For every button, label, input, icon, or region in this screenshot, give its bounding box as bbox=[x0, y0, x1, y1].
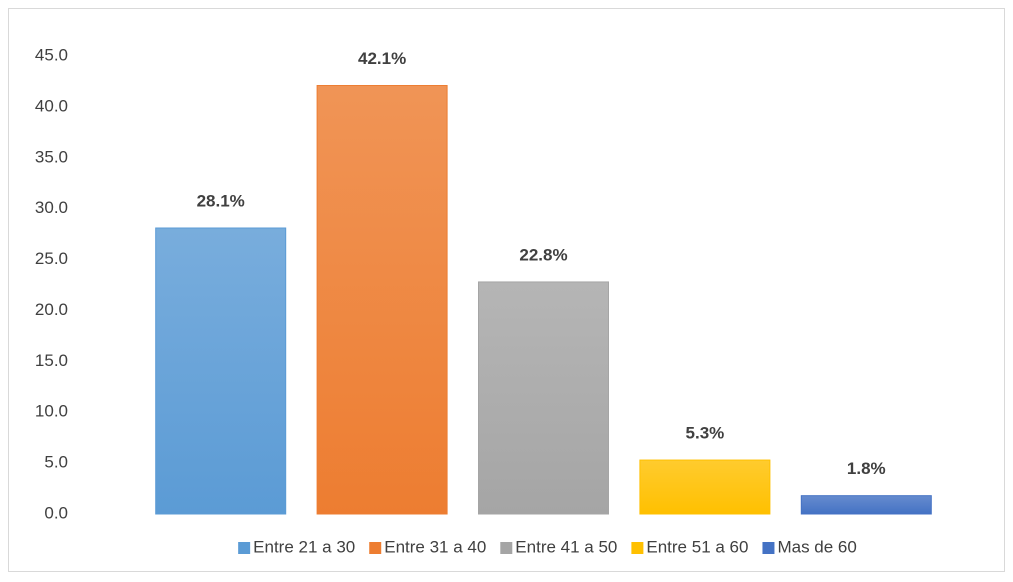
legend-label: Entre 51 a 60 bbox=[646, 537, 748, 556]
bar bbox=[155, 227, 287, 515]
y-tick-label: 0.0 bbox=[44, 503, 68, 522]
y-tick-label: 45.0 bbox=[35, 45, 68, 64]
bar bbox=[316, 85, 448, 515]
legend-label: Entre 21 a 30 bbox=[253, 537, 355, 556]
bar bbox=[478, 281, 609, 515]
legend-label: Entre 41 a 50 bbox=[515, 537, 617, 556]
y-tick-label: 20.0 bbox=[35, 300, 68, 319]
legend-item: Entre 51 a 60 bbox=[631, 537, 748, 556]
legend-swatch bbox=[238, 542, 251, 554]
legend-item: Entre 21 a 30 bbox=[238, 537, 355, 556]
legend-label: Entre 31 a 40 bbox=[384, 537, 486, 556]
y-tick-label: 40.0 bbox=[35, 96, 68, 115]
y-tick-label: 10.0 bbox=[35, 402, 68, 421]
legend-item: Entre 41 a 50 bbox=[500, 537, 617, 556]
y-tick-label: 25.0 bbox=[35, 249, 68, 268]
bar bbox=[800, 495, 932, 515]
legend-item: Mas de 60 bbox=[762, 537, 857, 556]
value-label: 42.1% bbox=[358, 49, 406, 68]
legend-swatch bbox=[631, 542, 644, 554]
y-tick-label: 30.0 bbox=[35, 198, 68, 217]
legend-label: Mas de 60 bbox=[777, 537, 856, 556]
legend-swatch bbox=[500, 542, 513, 554]
legend-item: Entre 31 a 40 bbox=[369, 537, 486, 556]
value-label: 1.8% bbox=[847, 459, 886, 478]
y-tick-label: 35.0 bbox=[35, 147, 68, 166]
legend-swatch bbox=[762, 542, 775, 554]
value-label: 5.3% bbox=[686, 424, 725, 443]
y-tick-label: 5.0 bbox=[44, 453, 68, 472]
value-label: 22.8% bbox=[519, 245, 567, 264]
bar bbox=[639, 459, 771, 515]
legend-swatch bbox=[369, 542, 382, 554]
y-tick-label: 15.0 bbox=[35, 351, 68, 370]
value-label: 28.1% bbox=[197, 191, 245, 210]
